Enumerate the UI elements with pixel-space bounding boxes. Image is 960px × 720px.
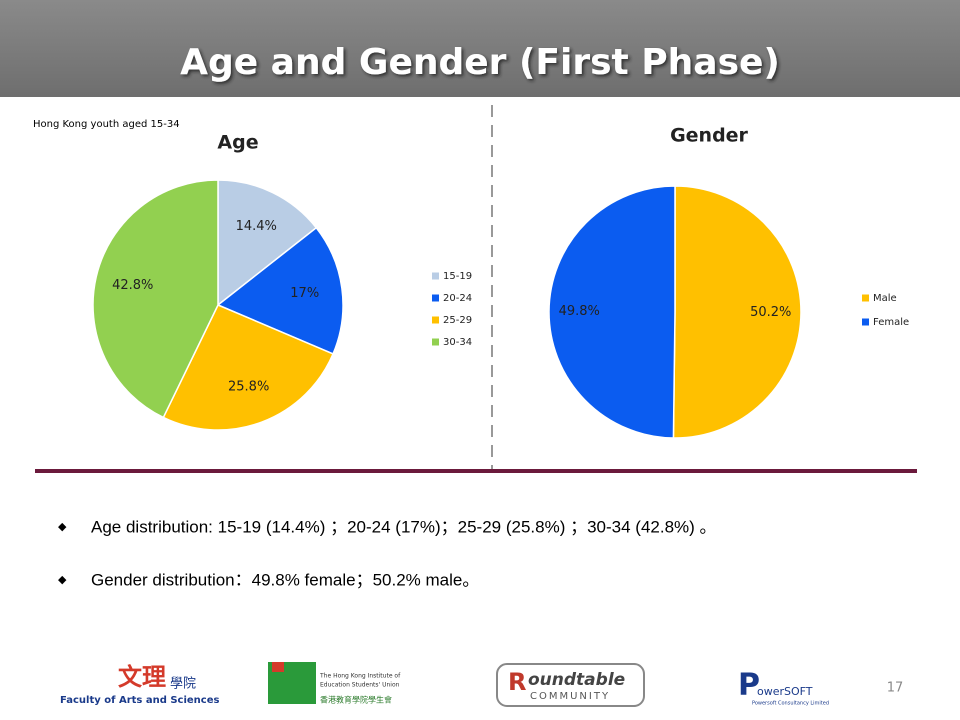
pie-slice bbox=[548, 185, 676, 439]
pie-slice bbox=[217, 179, 318, 307]
legend-label: 25-29 bbox=[443, 315, 472, 326]
legend-label: 15-19 bbox=[443, 271, 472, 282]
legend-label: 30-34 bbox=[443, 337, 472, 348]
data-label: 17% bbox=[290, 286, 319, 301]
logo-text: 文理 bbox=[118, 663, 166, 691]
logo-text: oundtable bbox=[528, 670, 625, 690]
logo-frame bbox=[496, 663, 645, 707]
bullet: Age distribution: 15-19 (14.4%) ；20-24 (… bbox=[91, 517, 717, 536]
legend-swatch bbox=[862, 294, 869, 302]
logo-text: 學院 bbox=[170, 677, 196, 692]
logo-mark: R bbox=[508, 668, 526, 696]
logo-text: owerSOFT bbox=[757, 685, 813, 698]
logo-mark: P bbox=[738, 668, 760, 703]
chart-title: Age bbox=[217, 132, 258, 154]
logo-text: Education Students' Union bbox=[320, 682, 400, 689]
logo-text: The Hong Kong Institute of bbox=[319, 673, 401, 680]
bullet-icon: ◆ bbox=[58, 573, 67, 586]
header-bar bbox=[0, 0, 960, 97]
page-number: 17 bbox=[887, 681, 904, 696]
logo-text: Powersoft Consultancy Limited bbox=[752, 701, 829, 707]
pie-slice bbox=[162, 304, 335, 431]
pie-slice bbox=[92, 179, 219, 419]
logo-roundtable: R oundtable COMMUNITY bbox=[496, 663, 645, 707]
legend-swatch bbox=[432, 316, 439, 324]
bullet: Gender distribution：49.8% female；50.2% m… bbox=[91, 570, 479, 589]
legend-label: 20-24 bbox=[443, 293, 472, 304]
legend-swatch bbox=[432, 294, 439, 302]
subtitle: Hong Kong youth aged 15-34 bbox=[33, 119, 180, 130]
data-label: 42.8% bbox=[112, 278, 153, 293]
legend-label: Male bbox=[873, 293, 897, 304]
legend-label: Female bbox=[873, 317, 909, 328]
logo-powersoft: P owerSOFT Powersoft Consultancy Limited bbox=[738, 668, 829, 707]
logo-union: The Hong Kong Institute of Education Stu… bbox=[268, 662, 401, 705]
slide-title: Age and Gender (First Phase) bbox=[180, 42, 780, 83]
logo-text: Faculty of Arts and Sciences bbox=[60, 695, 220, 706]
logo-text: COMMUNITY bbox=[530, 691, 610, 702]
pie-slice bbox=[672, 185, 802, 439]
pie-slice bbox=[216, 226, 344, 355]
logo-mark bbox=[272, 662, 284, 672]
legend-swatch bbox=[432, 272, 439, 280]
logo-faculty: 文理 學院 Faculty of Arts and Sciences bbox=[60, 663, 220, 706]
legend-swatch bbox=[432, 338, 439, 346]
legend-swatch bbox=[862, 318, 869, 326]
data-label: 14.4% bbox=[236, 219, 277, 234]
data-label: 50.2% bbox=[750, 305, 791, 320]
chart-title: Gender bbox=[670, 125, 748, 147]
bullet-icon: ◆ bbox=[58, 520, 67, 533]
logo-text: 香港教育學院學生會 bbox=[320, 695, 392, 705]
data-label: 49.8% bbox=[559, 304, 600, 319]
data-label: 25.8% bbox=[228, 379, 269, 394]
